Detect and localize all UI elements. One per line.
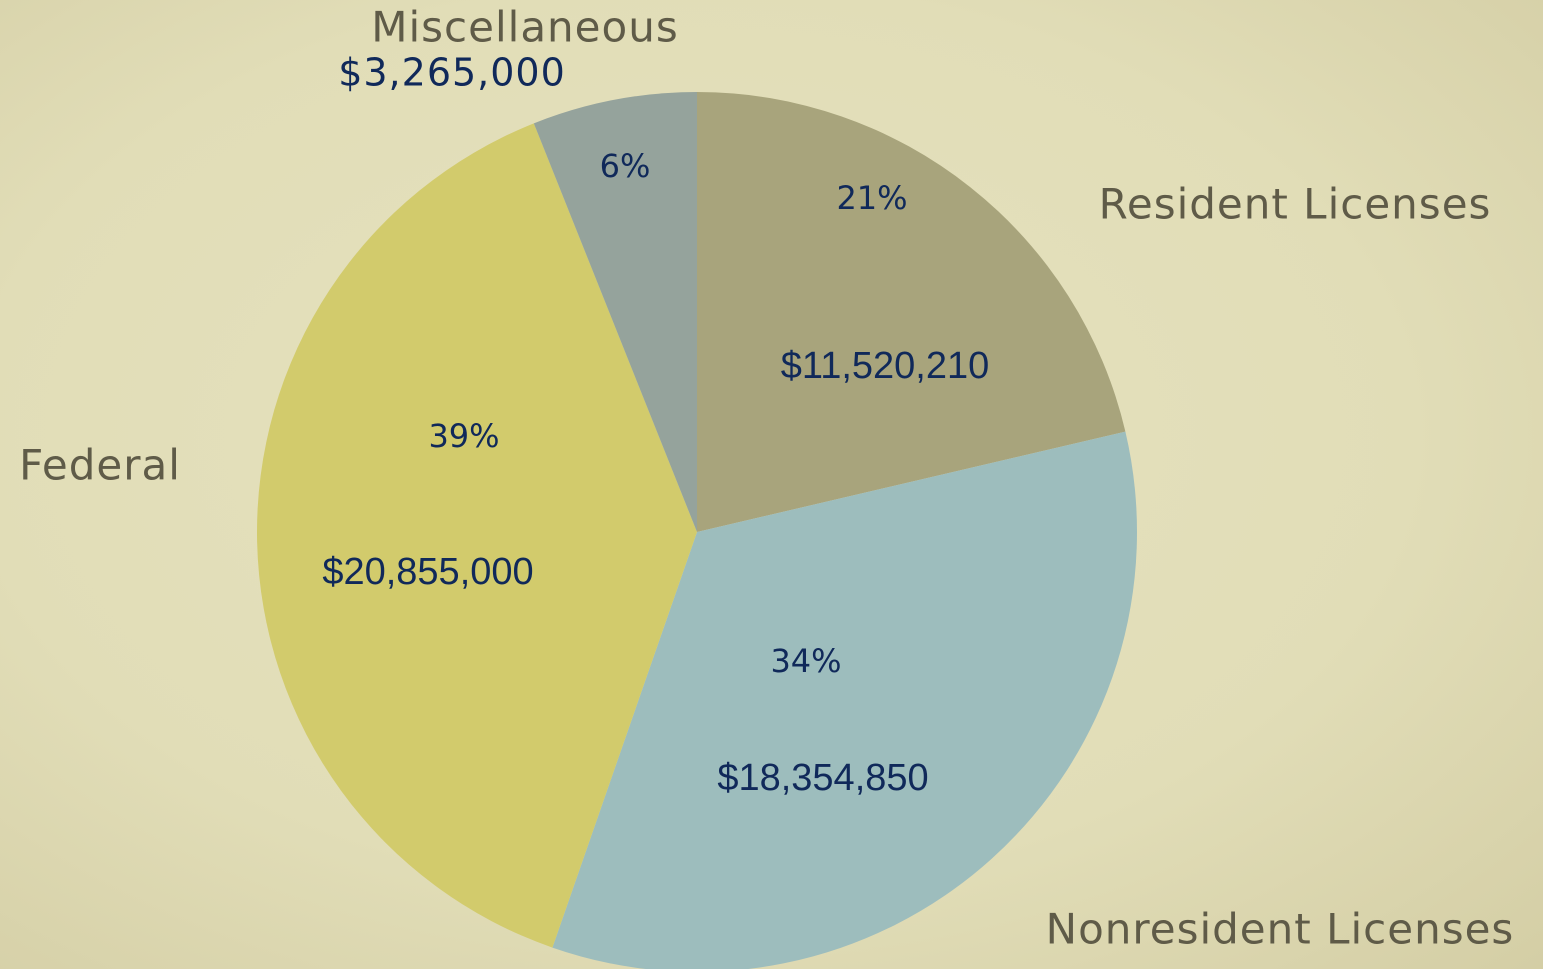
category-label: Miscellaneous (371, 3, 678, 52)
category-label: Resident Licenses (1099, 180, 1492, 229)
value-label: $11,520,210 (781, 345, 990, 387)
pie-slice (697, 92, 1126, 532)
category-label: Federal (19, 441, 181, 490)
pie-slice (552, 431, 1137, 969)
category-label: Nonresident Licenses (1046, 905, 1515, 954)
pie-slice (533, 92, 697, 532)
value-label: $18,354,850 (717, 757, 928, 799)
percent-label: 21% (836, 179, 907, 217)
percent-label: 39% (428, 417, 499, 455)
percent-label: 6% (600, 147, 651, 185)
percent-label: 34% (770, 642, 841, 680)
value-label: $20,855,000 (322, 551, 533, 593)
value-label: $3,265,000 (338, 51, 566, 95)
pie-slice (257, 123, 697, 948)
